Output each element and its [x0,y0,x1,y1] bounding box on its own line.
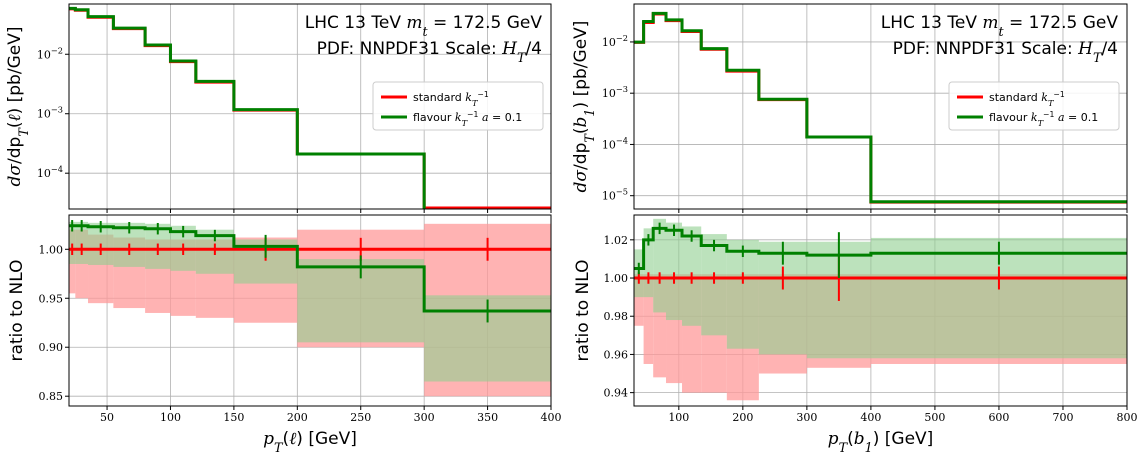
band-flavour-bin-6 [726,239,759,349]
x-tick-label: 150 [223,411,244,424]
band-flavour-bin-1 [75,221,89,264]
y-tick-label: 0.96 [604,348,629,361]
annotation-2: PDF: NNPDF31 Scale: HT/4 [317,39,542,66]
x-tick-label: 100 [160,411,181,424]
x-tick-label: 700 [1052,411,1073,424]
y-tick-label: 1.02 [604,234,629,247]
y-axis-label-top: dσ/dpT(ℓ) [pb/GeV] [5,27,32,187]
chart-2: 100 200 300 400 500 600 700 800 10−2 10−3 10−4 10−5… [571,3,1138,456]
ratio-line-flavour [634,226,1127,270]
band-flavour-bin-0 [69,221,76,264]
series-line-flavour [69,6,551,209]
band-flavour-bin-2 [653,218,667,313]
x-tick-label: 200 [287,411,308,424]
legend-label-standard: standard kT−1 [413,90,489,109]
y-tick-label: 0.95 [39,292,64,305]
x-tick-label: 250 [350,411,371,424]
x-tick-label: 400 [541,411,562,424]
x-tick-label: 300 [414,411,435,424]
x-tick-label: 400 [860,411,881,424]
x-tick-label: 300 [796,411,817,424]
x-axis-label: pT(b1) [GeV] [828,429,934,456]
legend-box [948,81,1120,131]
ratio-line-flavour [69,224,551,313]
y-axis-label-ratio: ratio to NLO [7,259,27,361]
band-standard-bin-0 [634,274,644,326]
y-tick-label: 1.00 [39,243,64,256]
y-tick-label: 10−3 [602,84,628,100]
band-flavour-bin-1 [643,228,654,298]
top-panel-frame [68,3,552,210]
y-tick-label: 10−3 [37,105,63,121]
y-tick-label: 10−4 [37,164,63,180]
y-tick-label: 1.00 [604,272,629,285]
x-tick-label: 350 [477,411,498,424]
top-series [69,6,551,209]
top-panel-frame [633,3,1128,210]
y-tick-label: 10−2 [37,45,63,61]
y-tick-label: 0.94 [604,387,629,400]
annotation-1: LHC 13 TeV mt = 172.5 GeV [305,13,543,40]
x-tick-label: 200 [732,411,753,424]
annotation-1: LHC 13 TeV mt = 172.5 GeV [881,13,1119,40]
ratio-series [634,222,1127,301]
series-line-flavour [634,11,1127,204]
x-tick-label: 800 [1117,411,1138,424]
top-series [634,11,1127,204]
annotation-2: PDF: NNPDF31 Scale: HT/4 [893,39,1118,66]
x-tick-label: 100 [668,411,689,424]
ratio-panel-frame [68,214,552,407]
x-tick-label: 500 [924,411,945,424]
legend-label-flavour: flavour kT−1 a = 0.1 [413,110,522,129]
y-axis-label-ratio: ratio to NLO [573,259,593,361]
y-tick-label: 0.85 [39,390,64,403]
x-tick-label: 50 [100,411,114,424]
ratio-panel-frame [633,214,1128,407]
y-tick-label: 0.98 [604,310,629,323]
band-flavour-bin-3 [666,222,683,321]
chart-1: 50 100 150 200 250 300 350 400 10−2 10−3 10−4 0.85 0… [5,3,562,456]
y-tick-label: 0.90 [39,341,64,354]
y-tick-label: 10−4 [602,135,628,151]
y-axis-label-top: dσ/dpT(b1) [pb/GeV] [571,21,598,193]
band-standard-bin-1 [643,274,654,364]
x-axis-label: pT(ℓ) [GeV] [263,429,357,456]
ratio-series [69,220,551,323]
y-tick-label: 10−5 [602,187,628,203]
legend-label-flavour: flavour kT−1 a = 0.1 [989,110,1098,129]
x-tick-label: 600 [988,411,1009,424]
legend-label-standard: standard kT−1 [989,90,1065,109]
y-tick-label: 10−2 [602,33,628,49]
legend-box [372,81,544,131]
